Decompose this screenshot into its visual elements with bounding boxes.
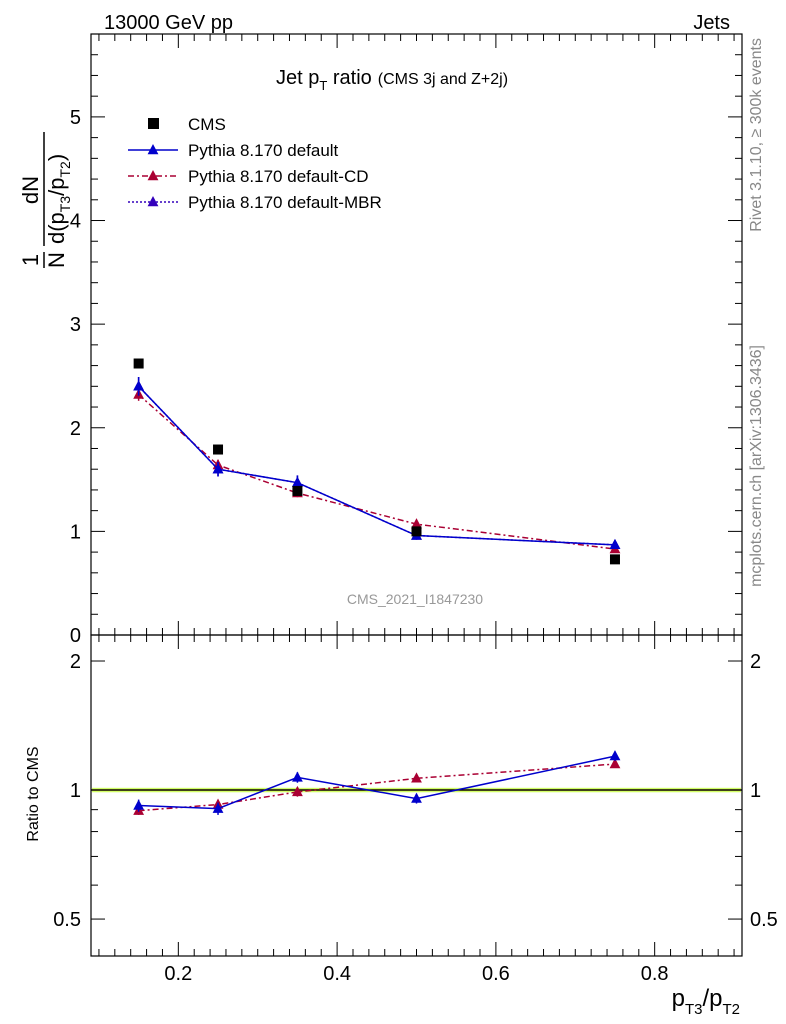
x-tick-label: 0.4 bbox=[323, 963, 351, 985]
header-right: Jets bbox=[693, 12, 730, 34]
y-tick-label: 3 bbox=[70, 314, 81, 336]
data-point bbox=[133, 380, 145, 391]
legend-marker bbox=[147, 144, 159, 155]
rivet-label: Rivet 3.1.10, ≥ 300k events bbox=[748, 38, 765, 232]
header-left: 13000 GeV pp bbox=[104, 12, 233, 34]
y-tick-label: 2 bbox=[70, 418, 81, 440]
ratio-xlabel: pT3/pT2 bbox=[672, 985, 740, 1018]
ratio-point bbox=[609, 750, 621, 761]
ylabel-sub: T3 bbox=[57, 196, 73, 213]
ratio-panel: 0.5 0.5 1 1 2 2 bbox=[53, 634, 778, 957]
main-title-text: Jet pT ratio bbox=[276, 67, 372, 93]
ratio-tick-label: 1 bbox=[70, 780, 81, 802]
series-line bbox=[138, 385, 616, 546]
ylabel-one: 1 bbox=[18, 254, 43, 266]
ylabel-N: N bbox=[44, 252, 69, 268]
data-point-cms bbox=[609, 554, 620, 565]
series-line bbox=[138, 385, 616, 546]
analysis-watermark: CMS_2021_I1847230 bbox=[347, 591, 483, 607]
legend-marker bbox=[147, 170, 159, 181]
ylabel-denominator: d(pT3/pT2) bbox=[44, 154, 73, 244]
legend-marker-cms bbox=[148, 118, 159, 129]
ratio-point bbox=[292, 771, 303, 782]
xlabel-text: pT3/pT2 bbox=[672, 985, 740, 1018]
xlabel-part: /p bbox=[702, 985, 722, 1012]
ratio-point bbox=[411, 772, 422, 783]
data-point bbox=[292, 476, 303, 487]
ratio-ylabel: Ratio to CMS bbox=[25, 746, 42, 841]
title-part: ratio bbox=[327, 67, 371, 89]
ylabel-sub: T2 bbox=[57, 161, 73, 178]
ratio-tick-label-right: 1 bbox=[750, 780, 761, 802]
legend-marker bbox=[147, 196, 159, 207]
y-tick-label: 5 bbox=[70, 107, 81, 129]
ylabel-part: ) bbox=[44, 154, 69, 161]
legend-label: Pythia 8.170 default-MBR bbox=[188, 193, 382, 212]
xlabel-sub: T3 bbox=[685, 1001, 703, 1018]
ratio-tick-label: 2 bbox=[70, 651, 81, 673]
legend-label: Pythia 8.170 default bbox=[188, 141, 339, 160]
data-point-cms bbox=[213, 444, 224, 455]
title-sub-T: T bbox=[319, 78, 327, 93]
data-point bbox=[212, 463, 224, 474]
main-title: Jet pT ratio (CMS 3j and Z+2j) bbox=[276, 67, 508, 93]
ylabel-part: /p bbox=[44, 178, 69, 196]
xlabel-sub: T2 bbox=[722, 1001, 740, 1018]
mcplots-label: mcplots.cern.ch [arXiv:1306.3436] bbox=[748, 345, 765, 587]
ratio-tick-label-right: 0.5 bbox=[750, 909, 778, 931]
ratio-series-line bbox=[138, 763, 616, 812]
ratio-point bbox=[212, 802, 224, 813]
data-point-cms bbox=[292, 485, 303, 496]
x-tick-label: 0.8 bbox=[641, 963, 669, 985]
xlabel-part: p bbox=[672, 985, 685, 1012]
data-point bbox=[411, 518, 422, 529]
y-tick-label: 1 bbox=[70, 521, 81, 543]
legend-label: CMS bbox=[188, 115, 226, 134]
data-point-cms bbox=[133, 358, 144, 369]
x-tick-label: 0.6 bbox=[482, 963, 510, 985]
legend: CMS Pythia 8.170 default Pythia 8.170 defa… bbox=[128, 115, 382, 212]
series-line bbox=[138, 394, 616, 550]
ratio-tick-label-right: 2 bbox=[750, 651, 761, 673]
x-tick-label: 0.2 bbox=[164, 963, 192, 985]
ratio-point bbox=[411, 792, 422, 803]
data-point bbox=[609, 538, 621, 550]
main-panel: 0 1 2 3 4 5 bbox=[70, 33, 743, 647]
ylabel-part: d(p bbox=[44, 212, 69, 244]
ratio-tick-label: 0.5 bbox=[53, 909, 81, 931]
title-part: Jet p bbox=[276, 67, 319, 89]
ylabel-dN: dN bbox=[18, 176, 43, 204]
y-tick-label: 0 bbox=[70, 625, 81, 647]
ratio-point bbox=[133, 799, 145, 810]
ratio-point bbox=[609, 758, 621, 769]
y-tick-label: 4 bbox=[70, 211, 81, 233]
legend-label: Pythia 8.170 default-CD bbox=[188, 167, 369, 186]
data-point-cms bbox=[411, 526, 422, 537]
ratio-point bbox=[292, 785, 303, 797]
main-title-sub: (CMS 3j and Z+2j) bbox=[378, 71, 508, 88]
